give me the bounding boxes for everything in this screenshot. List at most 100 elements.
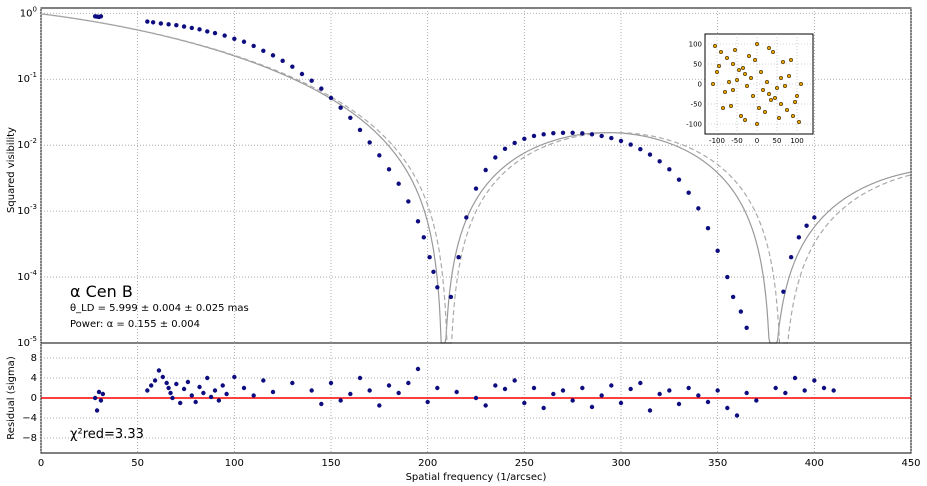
visibility-point — [628, 142, 633, 147]
visibility-point — [166, 22, 171, 27]
visibility-point — [580, 131, 585, 136]
visibility-y-ticks: 10-5 10-4 10-3 10-2 10-1 100 — [17, 5, 37, 349]
uv-point — [718, 49, 724, 55]
residual-point — [208, 394, 214, 400]
x-tick-label: 300 — [611, 458, 630, 469]
residual-point — [357, 375, 363, 381]
residual-point — [309, 388, 314, 393]
residual-y-tick-label: −4 — [22, 413, 37, 424]
residual-point — [696, 393, 701, 398]
uv-point — [732, 47, 738, 53]
residual-point — [166, 385, 171, 391]
visibility-point — [715, 248, 720, 254]
uv-point — [794, 93, 800, 99]
visibility-point — [667, 167, 672, 172]
visibility-point — [448, 294, 454, 300]
residual-point — [628, 386, 633, 392]
star-name: α Cen B — [70, 282, 133, 301]
uv-point — [762, 109, 768, 115]
visibility-point — [290, 64, 295, 69]
uv-point — [776, 115, 782, 121]
residual-data-points — [92, 366, 836, 418]
x-axis-ticks: 0 50 100 150 200 250 300 350 400 450 — [38, 458, 921, 469]
visibility-point — [812, 215, 817, 220]
x-tick-label: 50 — [131, 458, 144, 469]
residual-point — [831, 388, 836, 393]
residual-point — [396, 390, 401, 396]
residual-point — [473, 395, 479, 401]
visibility-point — [744, 325, 749, 331]
residual-point — [98, 398, 104, 403]
visibility-point — [464, 215, 469, 220]
residual-point — [386, 383, 392, 388]
visibility-point — [357, 127, 363, 133]
chi2-label: χ²red=3.33 — [70, 427, 144, 442]
x-tick-label: 400 — [805, 458, 824, 469]
uv-point — [716, 63, 722, 69]
residual-point — [425, 399, 430, 405]
x-tick-label: 250 — [515, 458, 534, 469]
residual-point — [705, 399, 711, 405]
visibility-point — [377, 153, 382, 158]
residual-point — [152, 378, 158, 383]
residual-point — [205, 375, 210, 381]
uv-point — [764, 79, 770, 85]
visibility-point — [232, 36, 237, 42]
uv-inset-y-tick-label: 50 — [693, 61, 702, 69]
residual-point — [502, 386, 508, 392]
uv-point — [750, 93, 756, 99]
visibility-point — [599, 133, 604, 139]
uv-point — [736, 67, 742, 73]
residual-point — [164, 380, 169, 386]
uv-point — [782, 83, 788, 89]
visibility-point — [522, 136, 527, 141]
uv-point — [754, 121, 760, 127]
x-tick-label: 200 — [418, 458, 437, 469]
residual-point — [212, 388, 218, 393]
residual-point — [783, 390, 788, 396]
visibility-point — [657, 159, 662, 164]
visibility-point — [676, 177, 682, 182]
visibility-y-tick-exponent: -3 — [30, 203, 37, 211]
uv-point — [714, 69, 720, 75]
residual-y-axis-label: Residual (sigma) — [6, 356, 17, 440]
visibility-point — [435, 285, 440, 290]
visibility-point — [725, 274, 730, 280]
visibility-point — [309, 78, 314, 83]
residual-point — [734, 413, 740, 418]
uv-coverage-inset: -100 -50 0 50 100 -100 -50 0 50 100 — [686, 33, 814, 145]
uv-point — [792, 99, 798, 105]
residual-point — [156, 368, 162, 373]
visibility-point — [197, 27, 202, 32]
visibility-point — [251, 43, 256, 49]
visibility-point — [205, 29, 210, 34]
residual-point — [551, 391, 556, 397]
uv-point — [710, 81, 716, 87]
uv-point — [730, 87, 736, 93]
residual-point — [618, 400, 624, 406]
uv-point — [720, 105, 726, 111]
uv-point — [730, 61, 736, 67]
visibility-y-tick-label: 10-4 — [17, 269, 37, 283]
uv-point — [752, 57, 758, 63]
residual-point — [647, 408, 653, 413]
visibility-y-tick-label: 10-2 — [17, 137, 37, 151]
residual-point — [232, 374, 237, 380]
residual-point — [367, 388, 372, 393]
visibility-point — [456, 255, 461, 260]
uv-point — [768, 97, 774, 103]
visibility-model-curves — [40, 13, 912, 344]
uv-inset-x-tick-label: 0 — [755, 137, 759, 145]
uv-inset-x-tick-label: 50 — [773, 137, 782, 145]
visibility-point — [338, 105, 343, 110]
visibility-point — [512, 140, 517, 146]
residual-point — [599, 393, 604, 398]
residual-point — [290, 380, 295, 386]
residual-point — [193, 399, 198, 405]
uv-inset-x-tick-label: 100 — [790, 137, 803, 145]
x-tick-label: 150 — [321, 458, 340, 469]
uv-point — [772, 95, 778, 101]
residual-point — [821, 385, 827, 391]
visibility-y-tick-label: 10-3 — [17, 203, 37, 217]
visibility-point — [647, 152, 653, 157]
